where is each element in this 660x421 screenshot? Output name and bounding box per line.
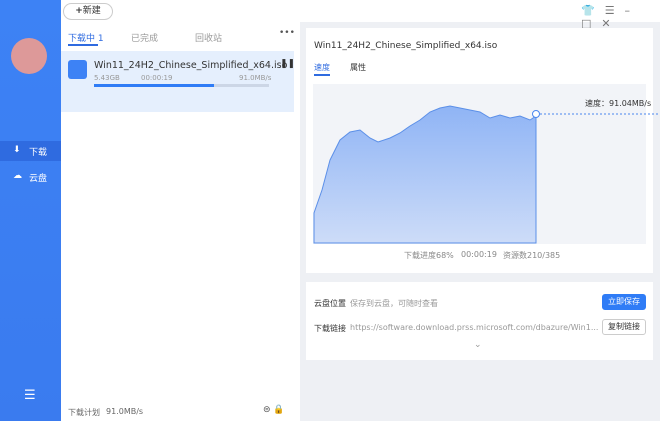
- time: 00:00:19: [141, 74, 173, 82]
- pause[interactable]: ❚❚: [280, 59, 296, 69]
- info-card: 云盘位置 保存到云盘，可随时查看 立即保存 下载链接 https://softw…: [306, 282, 653, 360]
- more[interactable]: •••: [279, 28, 295, 38]
- save-button[interactable]: 立即保存: [602, 294, 646, 310]
- file-name: Win11_24H2_Chinese_Simplified_x64.iso: [94, 60, 288, 71]
- time-stat: 00:00:19: [461, 250, 497, 259]
- speed: 91.0MB/s: [239, 74, 272, 82]
- size: 5.43GB: [94, 74, 120, 82]
- link-url: https://software.download.prss.microsoft…: [350, 323, 599, 332]
- tab-underline: [314, 74, 330, 76]
- tab-underline: [68, 44, 98, 46]
- cloud-hint: 保存到云盘，可随时查看: [350, 299, 438, 308]
- detail-title: Win11_24H2_Chinese_Simplified_x64.iso: [314, 41, 498, 51]
- plan-speed: 91.0MB/s: [106, 407, 144, 416]
- nav-active: [0, 141, 61, 161]
- copy-button[interactable]: 复制链接: [602, 319, 646, 335]
- progress-stat: 下载进度68%: [404, 251, 454, 260]
- footer-icons[interactable]: ⊜ 🔒: [263, 405, 285, 415]
- progress-fill: [94, 84, 214, 87]
- window-controls[interactable]: 👕☰–□✕: [581, 4, 641, 30]
- nav-cloud[interactable]: 云盘: [29, 174, 48, 184]
- toolbar: +新建 👕☰–□✕: [61, 0, 660, 30]
- speed-area: [313, 105, 537, 244]
- source-stat: 资源数210/385: [503, 251, 561, 260]
- tab[interactable]: 下载中 1: [68, 34, 104, 44]
- speed-label: 速度：91.04MB/s: [585, 99, 652, 108]
- sidebar: ⬇ 下载 ☁ 云盘 ☰: [0, 0, 61, 421]
- nav-icon: ⬇: [13, 145, 21, 155]
- nav-download[interactable]: 下载: [29, 148, 48, 158]
- avatar[interactable]: [11, 38, 47, 74]
- task-list: 下载中 1 已完成 回收站 ••• Win11_24H2_Chinese_Sim…: [61, 22, 300, 421]
- expand[interactable]: ⌄: [474, 340, 482, 350]
- menu[interactable]: ☰: [24, 388, 36, 403]
- new-label: 新建: [82, 6, 101, 16]
- file-icon: [68, 60, 87, 79]
- detail-tab[interactable]: 属性: [350, 63, 366, 72]
- tab[interactable]: 已完成: [131, 34, 159, 44]
- speed-point: [532, 110, 540, 118]
- task-row[interactable]: Win11_24H2_Chinese_Simplified_x64.iso ❚❚…: [61, 51, 296, 112]
- cloud-label: 云盘位置: [314, 299, 346, 308]
- new-button[interactable]: +新建: [63, 3, 113, 20]
- link-label: 下载链接: [314, 324, 346, 333]
- detail-tab[interactable]: 速度: [314, 63, 330, 72]
- nav-icon: ☁: [13, 171, 22, 181]
- plan-label[interactable]: 下载计划: [68, 408, 100, 417]
- tab[interactable]: 回收站: [195, 34, 223, 44]
